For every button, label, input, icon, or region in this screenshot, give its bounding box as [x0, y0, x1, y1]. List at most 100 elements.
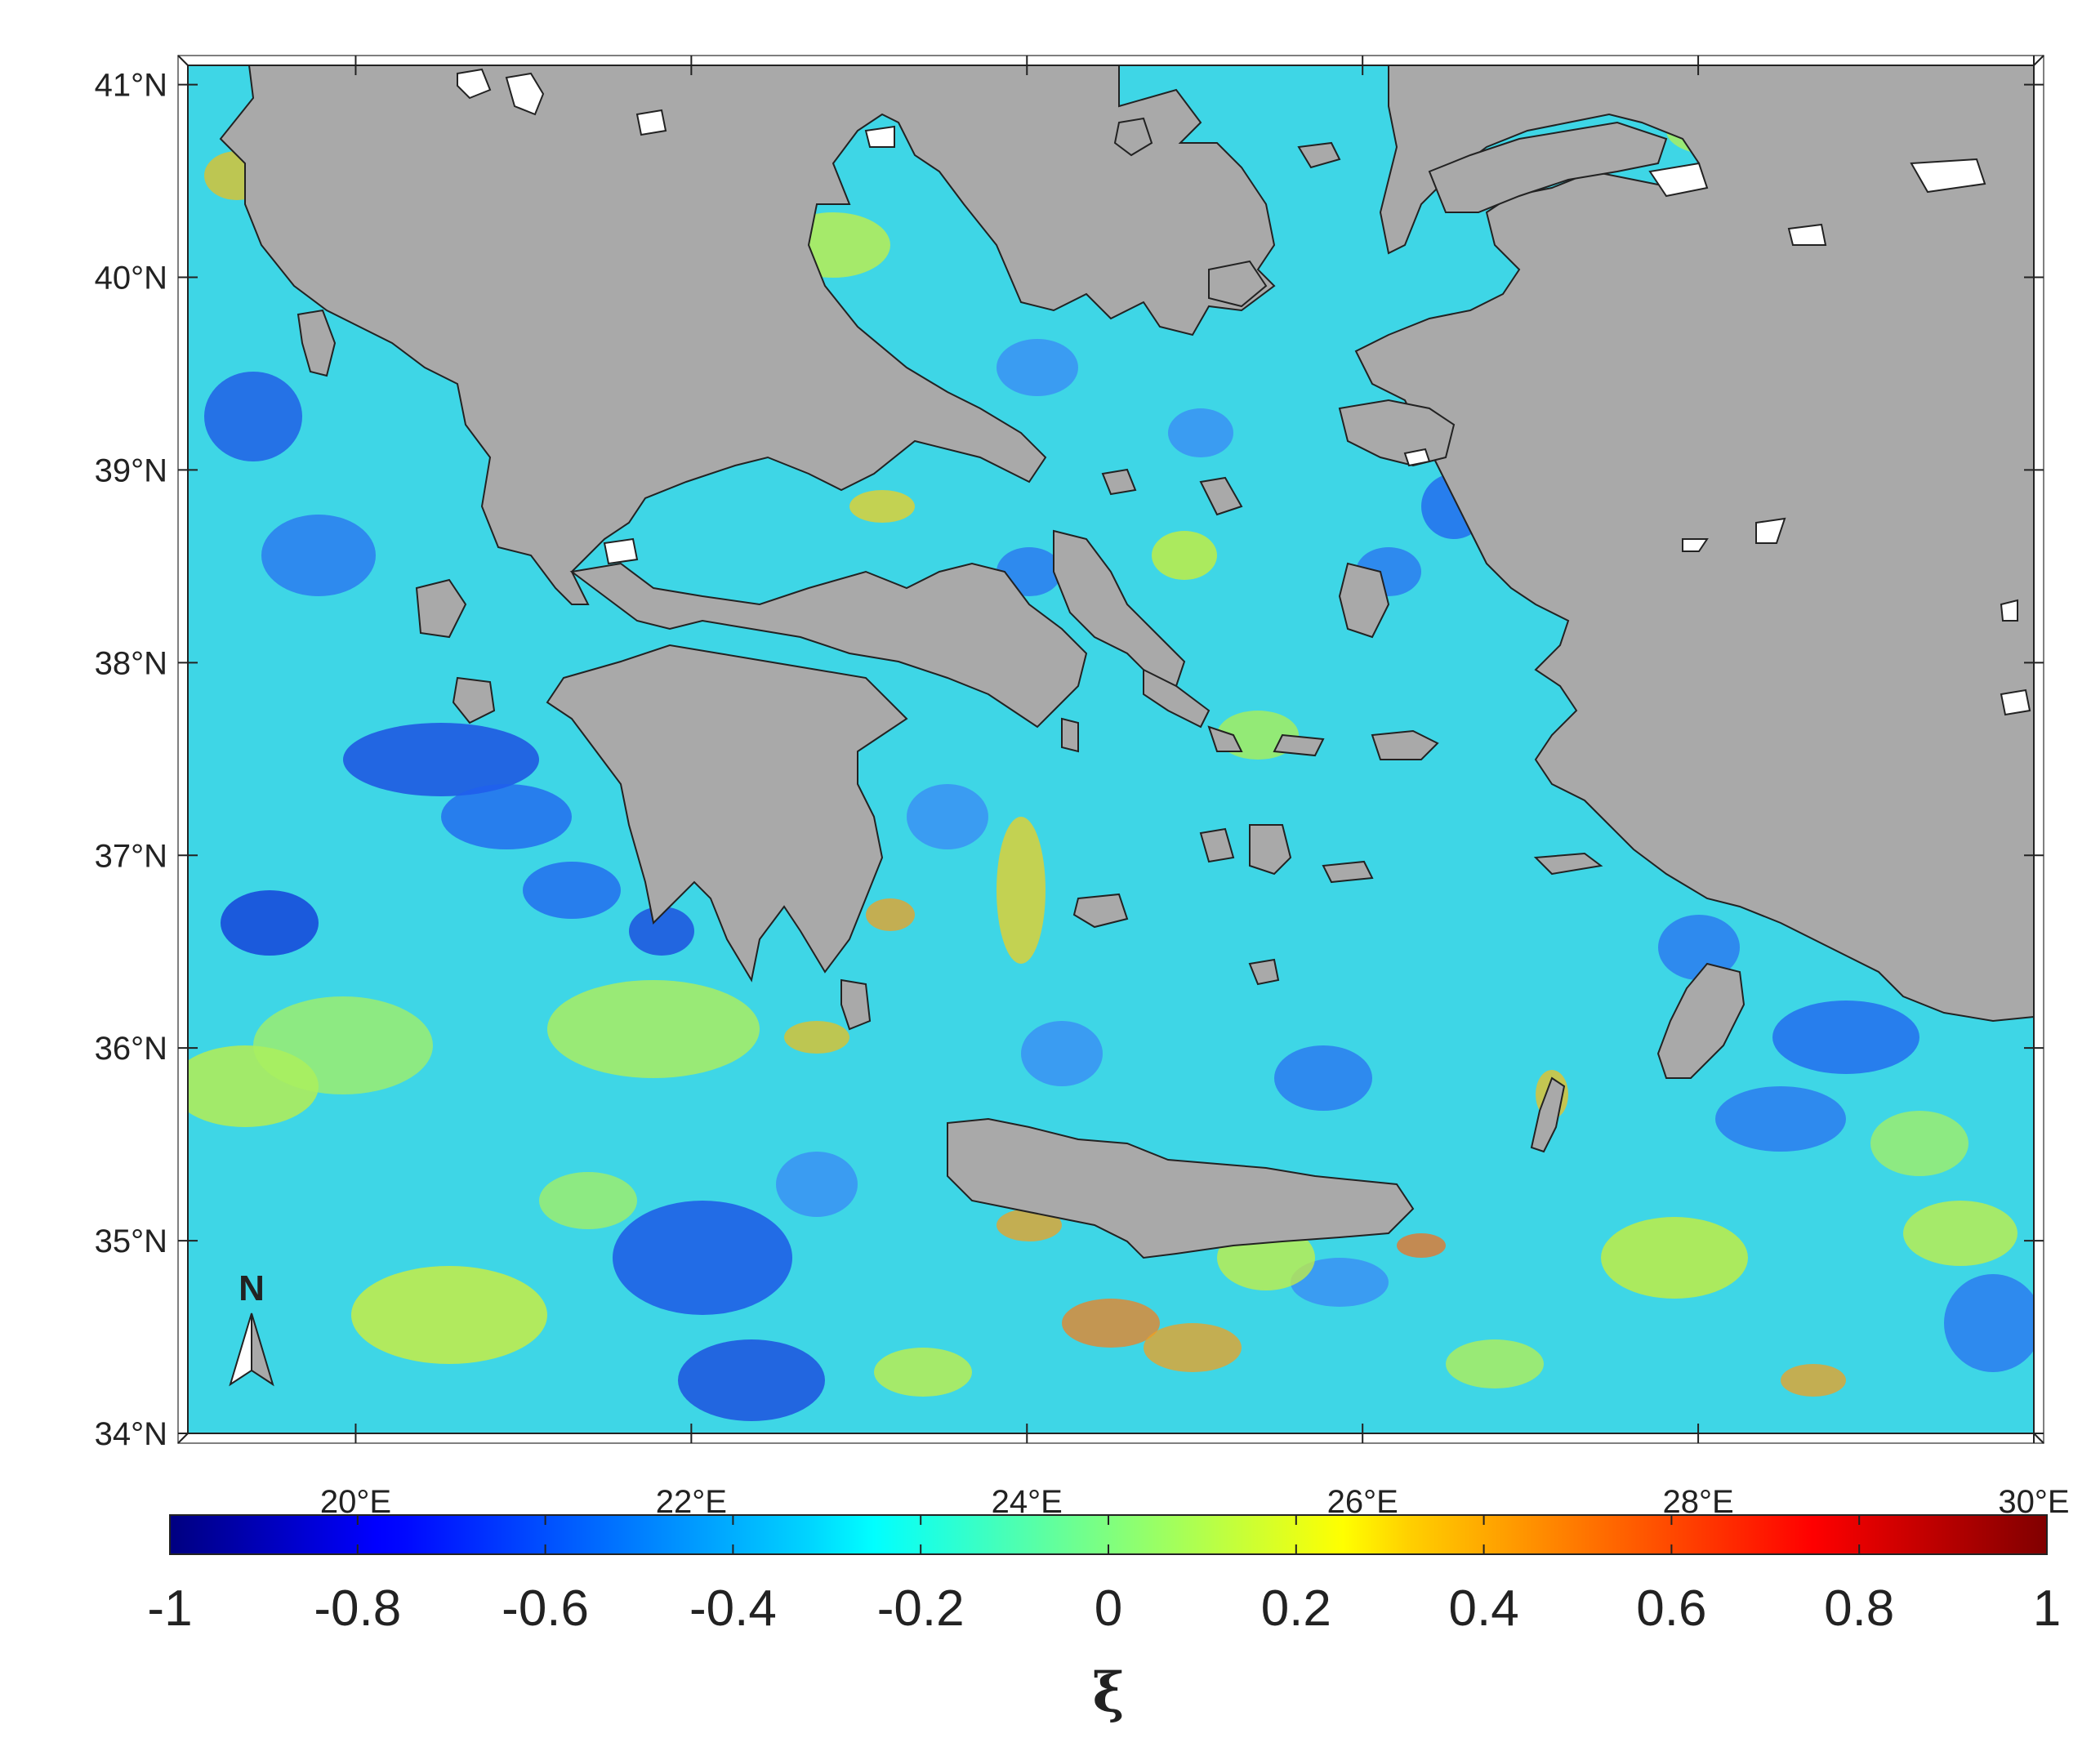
lon-tick-label: 28°E	[1663, 1484, 1734, 1520]
anomaly-patch	[221, 890, 319, 956]
kefalonia-island	[415, 578, 467, 639]
lakes	[457, 68, 2031, 716]
chios-island	[1338, 562, 1390, 639]
anomaly-patch	[996, 817, 1046, 964]
map-frame	[177, 55, 2044, 1444]
andros-island	[1143, 668, 1211, 729]
anomaly-patch	[1291, 1258, 1389, 1307]
anomaly-field	[188, 98, 2034, 1421]
lon-tick-label: 24°E	[992, 1484, 1063, 1520]
amorgos-island	[1322, 860, 1374, 884]
anomaly-patch	[1446, 1339, 1544, 1388]
anomaly-patch	[547, 980, 760, 1078]
corfu-island	[296, 309, 337, 377]
lat-tick-label: 34°N	[95, 1416, 167, 1452]
anomaly-patch	[907, 784, 988, 849]
colorbar-tick-label: -1	[147, 1580, 192, 1637]
kos-island	[1533, 852, 1603, 876]
anomaly-patch	[1715, 1086, 1846, 1152]
colorbar-tick-label: 1	[2033, 1580, 2061, 1637]
colorbar-label: ξ	[1092, 1660, 1124, 1724]
north-arrow-label: N	[239, 1268, 265, 1308]
skyros-island	[1199, 476, 1243, 516]
lake	[457, 68, 492, 100]
lake	[1403, 448, 1431, 467]
naxos-island	[1249, 824, 1292, 876]
anomaly-patch	[874, 1348, 972, 1397]
anomaly-patch	[253, 996, 433, 1094]
karpathos-island	[1530, 1076, 1566, 1153]
lake	[864, 125, 895, 148]
anomaly-patch	[1781, 1364, 1846, 1397]
lat-tick-label: 37°N	[95, 838, 167, 874]
lake	[1787, 223, 1827, 246]
lat-tick-label: 41°N	[95, 68, 167, 104]
anomaly-patch	[1944, 1274, 2034, 1372]
milos-island	[1072, 893, 1129, 929]
lemnos-island	[1208, 260, 1268, 308]
lake	[603, 537, 639, 565]
lon-tick-label: 26°E	[1327, 1484, 1398, 1520]
colorbar-tick-label: -0.6	[502, 1580, 589, 1637]
lake	[1682, 538, 1709, 552]
crete-island	[947, 1117, 1415, 1259]
lat-tick-label: 36°N	[95, 1031, 167, 1067]
colorbar-ticks: -1 -0.8 -0.6 -0.4 -0.2 0 0.2 0.4 0.6 0.8 1	[147, 1515, 2061, 1637]
anomaly-patch	[1903, 1201, 2018, 1266]
lon-tick-label: 22°E	[656, 1484, 727, 1520]
anomaly-patch	[776, 1152, 858, 1217]
anomaly-patch	[351, 1266, 547, 1364]
thasos-island	[1113, 117, 1153, 157]
lon-tick-label: 30°E	[1998, 1484, 2069, 1520]
anomaly-patch	[204, 372, 302, 461]
lat-tick-label: 40°N	[95, 261, 167, 296]
anomaly-patch	[784, 1021, 849, 1054]
lon-tick-label: 20°E	[320, 1484, 391, 1520]
anomaly-patch	[866, 898, 915, 931]
colorbar-tick-label: 0.4	[1448, 1580, 1518, 1637]
samothrace-island	[1297, 141, 1341, 169]
latitude-ticks: 41°N 40°N 39°N 38°N 37°N 36°N 35°N 34°N	[95, 68, 2044, 1452]
lake	[2000, 599, 2018, 622]
zakynthos-island	[452, 676, 496, 724]
ikaria-island	[1273, 733, 1325, 757]
north-arrow-icon	[229, 1312, 274, 1387]
kythera-island	[840, 978, 872, 1031]
samos-island	[1371, 729, 1439, 760]
anomaly-patch	[996, 339, 1078, 396]
anomaly-patch	[261, 515, 376, 596]
colorbar-tick-label: -0.2	[877, 1580, 965, 1637]
paros-island	[1199, 827, 1235, 863]
gallipoli-landmass	[1428, 121, 1668, 213]
balkan-landmass	[219, 65, 1276, 605]
anomaly-patch	[441, 784, 572, 849]
anomaly-patch	[1152, 531, 1217, 580]
lat-tick-label: 35°N	[95, 1223, 167, 1259]
colorbar-tick-label: -0.4	[689, 1580, 777, 1637]
anomaly-patch	[1168, 408, 1233, 457]
anomaly-patch	[539, 1172, 637, 1229]
kea-island	[1061, 717, 1079, 753]
colorbar-tick-label: 0	[1095, 1580, 1122, 1637]
anomaly-patch	[613, 1201, 792, 1315]
north-arrow: N	[229, 1268, 274, 1387]
lake	[1910, 158, 1986, 194]
rhodes-island	[1656, 962, 1746, 1079]
anomaly-patch	[1870, 1111, 1968, 1176]
alonissos-island	[1101, 468, 1137, 496]
anomaly-patch	[343, 723, 539, 796]
anomaly-patch	[1772, 1001, 1919, 1074]
anomaly-patch	[1601, 1217, 1748, 1299]
map-area	[188, 65, 2034, 1433]
lake	[1755, 517, 1786, 544]
colorbar: -1 -0.8 -0.6 -0.4 -0.2 0 0.2 0.4 0.6 0.8 1 ξ	[147, 1514, 2061, 1724]
anomaly-patch	[1144, 1323, 1242, 1372]
central-greece-landmass	[569, 562, 1088, 729]
anomaly-patch	[523, 862, 621, 919]
peloponnese-landmass	[546, 644, 908, 983]
colorbar-tick-label: 0.8	[1824, 1580, 1894, 1637]
anomaly-patch	[678, 1339, 825, 1421]
anomaly-patch	[849, 490, 915, 523]
longitude-ticks: 20°E 22°E 24°E 26°E 28°E 30°E	[320, 56, 2070, 1520]
